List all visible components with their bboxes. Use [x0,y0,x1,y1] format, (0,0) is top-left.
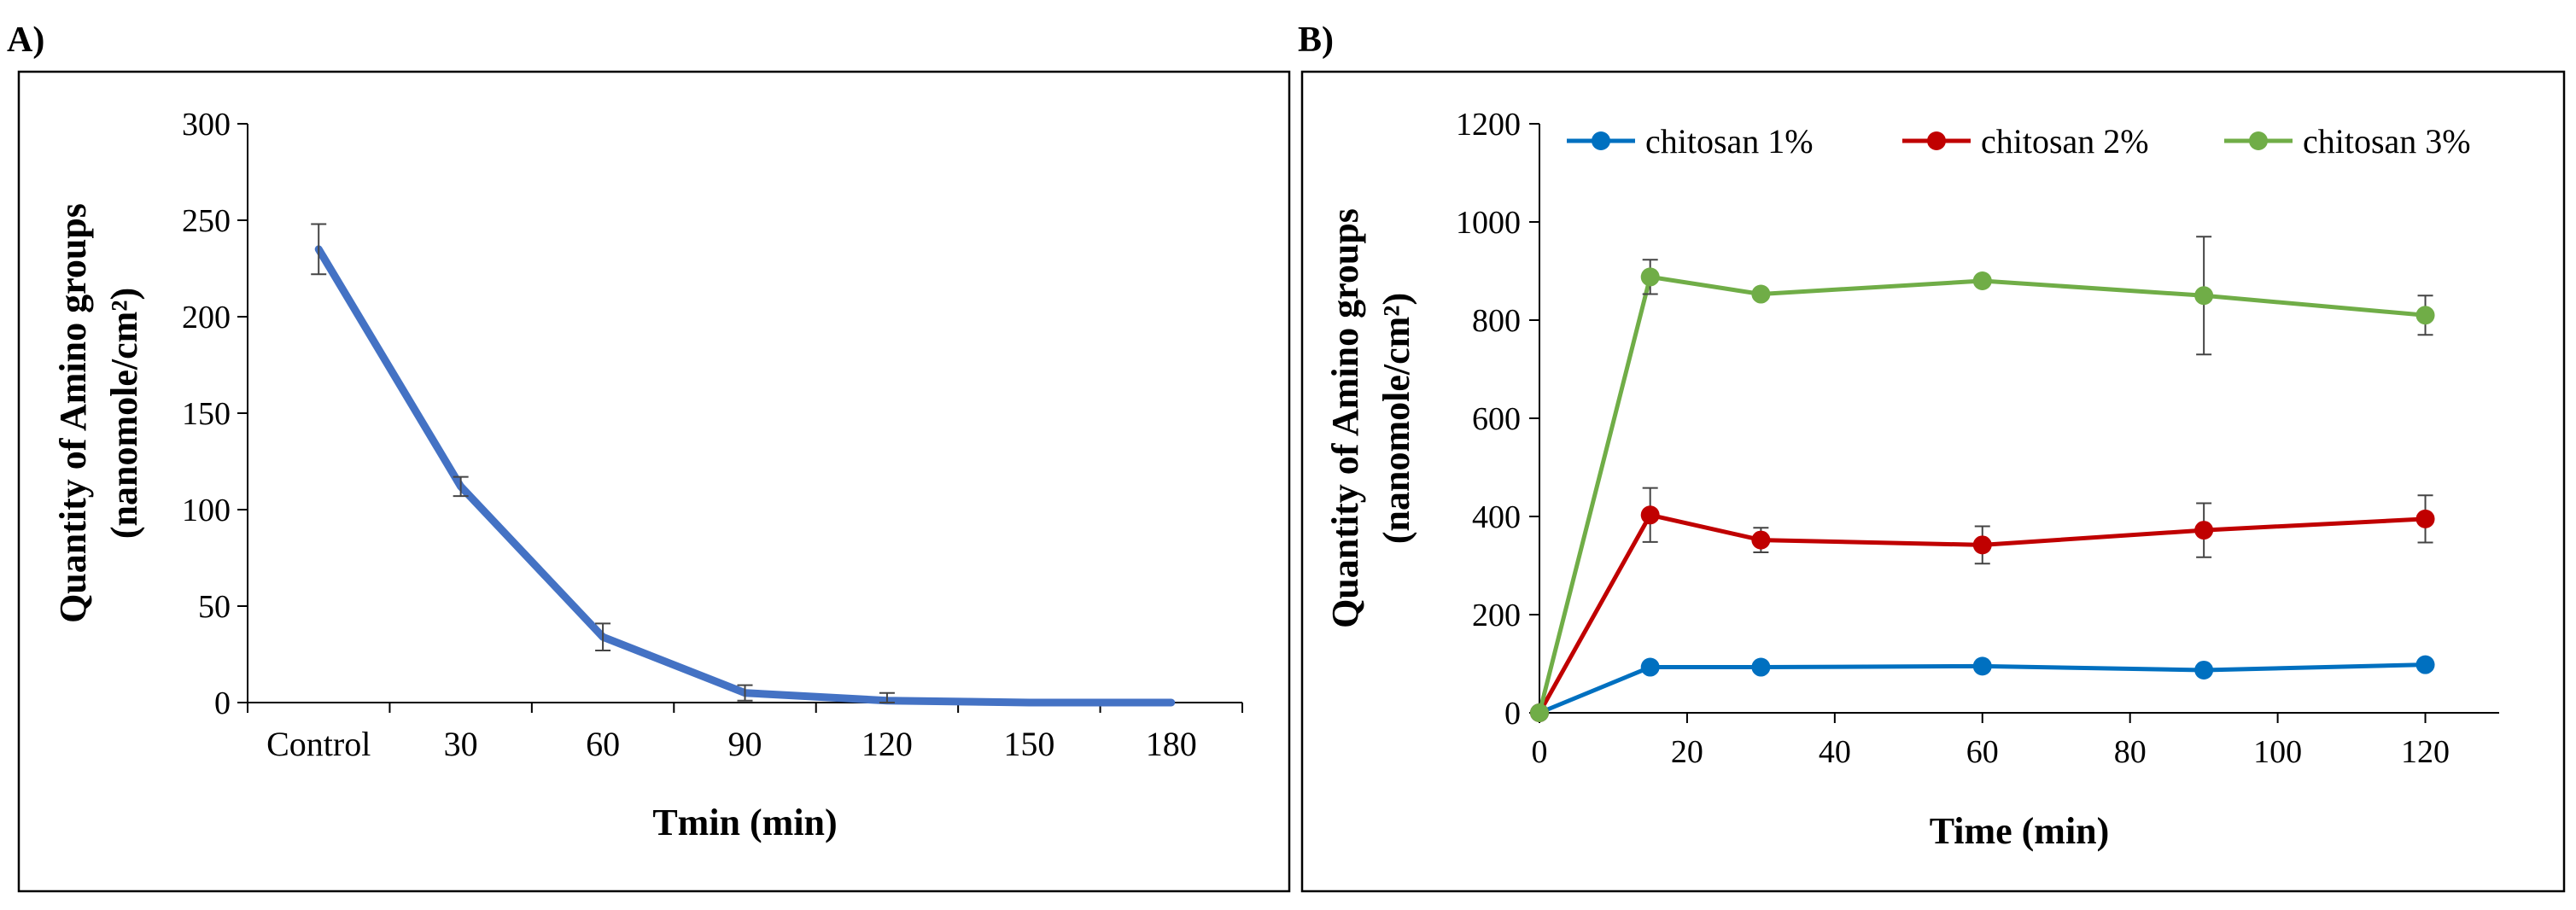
series-point [1530,703,1549,722]
x-tick-label: 180 [1146,725,1197,763]
x-tick-label: 60 [586,725,620,763]
y-tick-label: 200 [1472,598,1521,633]
y-axis-label-line2: (nanomole/cm²) [1376,293,1417,544]
x-tick-label: 100 [2253,734,2302,770]
y-tick-label: 250 [182,203,231,239]
x-axis-label: Time (min) [1930,810,2110,852]
series-point [1972,271,1992,290]
series-point [1751,284,1771,304]
series-point [1640,505,1660,525]
x-tick-label: 150 [1003,725,1054,763]
y-tick-label: 800 [1472,303,1521,339]
y-tick-label: 150 [182,396,231,432]
x-tick-label: Control [266,725,371,763]
y-axis-label-line1: Quantity of Amino groups [52,203,94,623]
y-tick-label: 100 [182,493,231,528]
series-point [2194,286,2214,306]
series-line [1537,274,2426,714]
chart-b: 0 200 400 600 800 1000 1200 0 20 40 60 80 100 120 chit… [1324,107,2499,852]
panel-b-label: B) [1298,20,1334,60]
series-line [314,245,1176,707]
y-axis-label-line1: Quantity of Amino groups [1324,208,1366,628]
y-tick-label: 300 [182,107,231,143]
series-point [1972,656,1992,676]
legend-swatch-marker [1927,131,1946,150]
x-tick-label: 90 [728,725,762,763]
x-tick-label: 60 [1966,734,1999,770]
y-tick-label: 200 [182,300,231,335]
y-tick-label: 0 [1504,696,1521,732]
series-point [1751,657,1771,677]
series-point [1751,530,1771,550]
series-point [1972,535,1992,555]
legend-label: chitosan 1% [1645,122,1814,160]
legend-label: chitosan 3% [2303,122,2471,160]
series-line [1539,662,2426,715]
legend-swatch-marker [2249,131,2268,150]
legend-swatch-marker [1592,131,1610,150]
series-point [2415,306,2435,325]
y-tick-label: 1200 [1456,107,1521,143]
panel-a-frame [17,70,1291,893]
x-tick-label: 40 [1819,734,1851,770]
x-tick-label: 120 [2401,734,2450,770]
series-point [2415,655,2435,674]
series-point [1640,267,1660,287]
y-tick-label: 600 [1472,401,1521,437]
x-tick-label: 80 [2114,734,2147,770]
chart-a: 0 50 100 150 200 250 300 Control 30 60 90 120 150 180… [52,107,1243,843]
panel-a-label: A) [7,20,44,60]
panel-b-frame [1300,70,2566,893]
x-tick-label: 20 [1671,734,1703,770]
series-point [2194,660,2214,680]
x-tick-label: 0 [1532,734,1548,770]
y-tick-label: 50 [198,589,231,625]
series-point [2415,509,2435,528]
series-point [2194,521,2214,540]
y-axis-label-line2: (nanomole/cm²) [103,288,145,539]
x-tick-label: 30 [444,725,478,763]
x-axis-label: Tmin (min) [652,802,837,843]
series-line [1537,512,2426,715]
x-tick-label: 120 [862,725,913,763]
y-tick-label: 1000 [1456,205,1521,241]
series-point [1640,657,1660,677]
y-tick-label: 400 [1472,499,1521,535]
legend-label: chitosan 2% [1981,122,2149,160]
y-tick-label: 0 [214,685,231,721]
